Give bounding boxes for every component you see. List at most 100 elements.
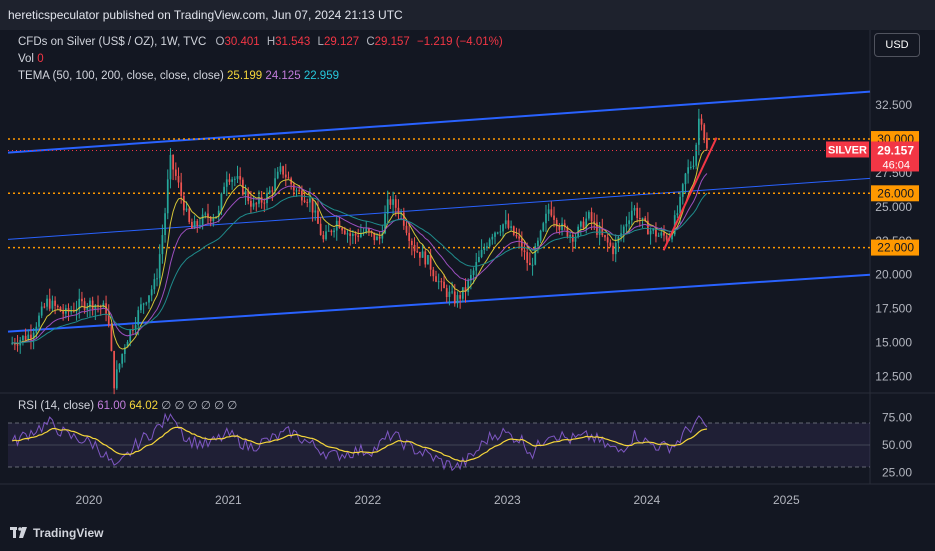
tema-legend: TEMA (50, 100, 200, close, close, close)… bbox=[18, 70, 339, 82]
candle-body bbox=[558, 226, 561, 230]
candle-body bbox=[456, 295, 459, 304]
candle-body bbox=[166, 179, 169, 214]
time-tick-label: 2024 bbox=[633, 493, 660, 507]
candle-body bbox=[703, 124, 706, 138]
candle-body bbox=[193, 221, 196, 229]
candle-body bbox=[276, 171, 279, 179]
candle-body bbox=[201, 214, 204, 226]
candle-body bbox=[255, 203, 258, 205]
candle-body bbox=[657, 235, 660, 237]
candle-body bbox=[295, 190, 298, 192]
candle-body bbox=[150, 289, 153, 296]
candle-body bbox=[360, 233, 362, 237]
candle-body bbox=[204, 213, 207, 215]
candle-body bbox=[561, 223, 563, 230]
candle-body bbox=[531, 264, 534, 266]
candle-body bbox=[94, 304, 97, 310]
candle-body bbox=[416, 251, 419, 253]
tema-200-value: 22.959 bbox=[303, 70, 339, 82]
candle-body bbox=[134, 325, 137, 331]
candle-body bbox=[663, 232, 665, 236]
time-tick-label: 2021 bbox=[215, 493, 242, 507]
candle-body bbox=[67, 308, 70, 312]
currency-button[interactable]: USD bbox=[874, 33, 920, 57]
candle-body bbox=[512, 226, 515, 235]
price-tick-label: 25.000 bbox=[875, 200, 912, 214]
candle-body bbox=[325, 231, 327, 240]
candle-body bbox=[83, 301, 86, 310]
symbol-tag-bg bbox=[826, 141, 869, 158]
candle-body bbox=[260, 197, 263, 203]
candle-body bbox=[225, 179, 228, 187]
candle-body bbox=[534, 246, 537, 265]
candle-body bbox=[681, 184, 684, 197]
rsi-legend: RSI (14, close) 61.00 64.02 ∅ ∅ ∅ ∅ ∅ ∅ bbox=[18, 398, 237, 412]
rsi-line bbox=[11, 412, 708, 472]
candle-body bbox=[480, 250, 483, 257]
candle-body bbox=[306, 201, 309, 203]
candle-body bbox=[571, 235, 574, 242]
tradingview-logo-icon bbox=[10, 527, 28, 539]
candle-body bbox=[247, 191, 250, 201]
candle-body bbox=[62, 311, 65, 314]
candle-body bbox=[483, 248, 486, 251]
rsi-value: 61.00 bbox=[97, 400, 127, 412]
candle-body bbox=[70, 310, 73, 312]
candle-body bbox=[89, 300, 91, 308]
candle-body bbox=[317, 210, 319, 224]
candle-body bbox=[172, 154, 174, 170]
candle-body bbox=[263, 202, 266, 204]
channel-line-3 bbox=[7, 273, 871, 333]
last-price-label-bg bbox=[871, 141, 919, 172]
candle-body bbox=[676, 213, 679, 216]
candle-body bbox=[107, 313, 110, 325]
candle-body bbox=[78, 298, 81, 310]
candle-body bbox=[579, 221, 582, 227]
trend-line bbox=[662, 137, 718, 251]
candle-body bbox=[467, 280, 470, 292]
open-value: 30.401 bbox=[224, 36, 260, 48]
candle-body bbox=[386, 199, 389, 214]
candle-body bbox=[30, 334, 32, 339]
candle-body bbox=[563, 223, 566, 227]
candle-body bbox=[140, 304, 142, 311]
candle-body bbox=[432, 269, 435, 277]
candle-body bbox=[319, 223, 322, 236]
candle-body bbox=[309, 198, 311, 203]
candle-body bbox=[491, 236, 494, 240]
low-value: 29.127 bbox=[323, 36, 360, 48]
candle-body bbox=[169, 154, 172, 180]
candle-body bbox=[488, 239, 491, 247]
time-tick-label: 2020 bbox=[76, 493, 103, 507]
candle-body bbox=[32, 332, 35, 339]
candle-body bbox=[545, 213, 547, 224]
candle-body bbox=[665, 235, 668, 240]
candle-body bbox=[504, 220, 507, 225]
candle-body bbox=[636, 207, 639, 218]
candle-body bbox=[529, 262, 531, 266]
footer-brand-text: TradingView bbox=[33, 526, 104, 540]
candle-body bbox=[274, 178, 276, 192]
candle-body bbox=[298, 190, 301, 192]
candle-body bbox=[614, 242, 617, 255]
candle-body bbox=[510, 226, 512, 228]
candle-body bbox=[413, 245, 416, 252]
candle-body bbox=[292, 184, 295, 191]
candle-body bbox=[341, 227, 343, 231]
candle-body bbox=[86, 307, 89, 310]
candle-body bbox=[239, 176, 242, 180]
candle-body bbox=[207, 213, 209, 218]
candle-body bbox=[126, 341, 129, 348]
candle-body bbox=[228, 179, 231, 182]
candle-body bbox=[330, 230, 333, 233]
candle-body bbox=[520, 238, 523, 251]
tema-100-line bbox=[12, 173, 708, 344]
candle-body bbox=[333, 230, 335, 233]
candle-body bbox=[209, 217, 212, 222]
candle-body bbox=[569, 235, 571, 237]
candle-body bbox=[182, 195, 185, 211]
price-tick-label: 17.500 bbox=[875, 302, 912, 316]
candle-body bbox=[542, 223, 545, 231]
candle-body bbox=[271, 190, 274, 192]
